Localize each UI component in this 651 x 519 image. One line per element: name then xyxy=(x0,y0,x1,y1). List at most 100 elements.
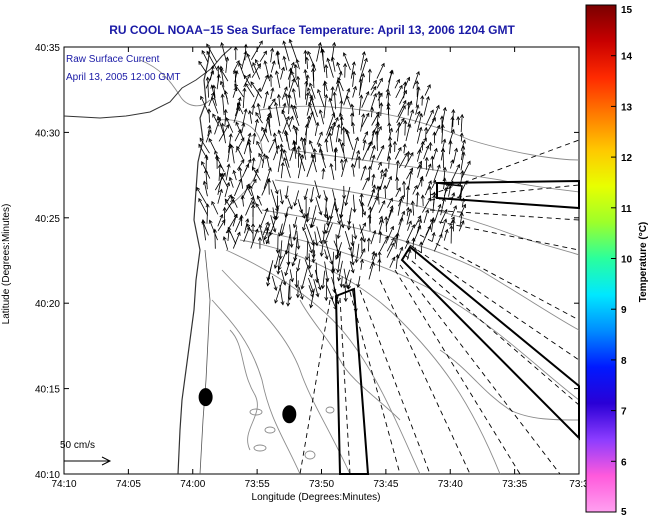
depth-contour xyxy=(259,105,580,161)
current-vector xyxy=(304,230,314,254)
colorbar-tick-label: 15 xyxy=(621,5,633,16)
current-vector xyxy=(424,84,431,96)
current-vector xyxy=(317,142,325,160)
depth-contour-blob xyxy=(253,444,267,452)
current-vector xyxy=(260,207,269,226)
current-vector xyxy=(265,226,270,245)
current-vector xyxy=(225,163,231,181)
current-vector xyxy=(430,216,436,232)
current-vector xyxy=(368,206,373,224)
colorbar-tick-label: 12 xyxy=(621,153,633,164)
current-vector xyxy=(356,275,361,289)
current-vector xyxy=(415,104,420,115)
current-vector xyxy=(217,163,222,181)
beam-line xyxy=(349,291,401,475)
current-vector xyxy=(321,167,326,180)
current-vector xyxy=(419,241,424,253)
current-vector xyxy=(207,124,212,137)
current-vector xyxy=(281,269,287,286)
current-vector xyxy=(416,112,423,133)
current-vector xyxy=(282,115,290,134)
current-vector xyxy=(305,74,310,87)
current-vector xyxy=(362,177,369,191)
current-vector xyxy=(388,205,394,218)
current-vector xyxy=(220,93,225,116)
current-vector xyxy=(251,223,256,242)
current-vector xyxy=(255,111,263,124)
current-vector xyxy=(371,250,376,261)
current-vector xyxy=(293,190,300,207)
beam-boxes xyxy=(334,179,580,475)
current-vector xyxy=(222,236,229,250)
current-vector xyxy=(460,151,466,171)
current-vector xyxy=(450,159,455,169)
current-vector xyxy=(304,56,309,69)
current-vector xyxy=(422,197,432,213)
current-vector xyxy=(339,115,344,135)
current-vector xyxy=(280,66,285,80)
current-vector xyxy=(251,166,261,181)
current-vector xyxy=(339,158,344,170)
current-vector xyxy=(343,62,348,78)
current-vector xyxy=(378,200,386,213)
current-vector xyxy=(371,173,376,186)
current-vector xyxy=(396,105,406,124)
current-vector xyxy=(410,200,415,216)
current-vector xyxy=(431,104,440,123)
current-vector xyxy=(337,260,343,282)
depth-contour xyxy=(211,299,301,475)
current-vector xyxy=(203,169,209,190)
current-vector xyxy=(252,132,257,145)
current-vector xyxy=(309,82,316,99)
current-vector xyxy=(379,172,387,190)
current-vector xyxy=(386,237,395,252)
current-vector xyxy=(411,237,416,250)
current-vector xyxy=(234,216,243,232)
depth-contour xyxy=(225,249,421,475)
current-vector xyxy=(275,51,281,69)
current-vector xyxy=(326,112,336,136)
current-vector xyxy=(460,145,466,161)
current-vector xyxy=(282,40,290,62)
current-vector xyxy=(265,230,272,245)
current-vector xyxy=(412,184,418,195)
current-vector xyxy=(298,152,306,172)
current-vector xyxy=(417,164,423,178)
current-vector xyxy=(310,96,318,118)
current-vector xyxy=(392,140,397,152)
current-vector xyxy=(248,109,253,124)
current-vector xyxy=(314,121,320,136)
depth-contour-blob xyxy=(249,408,263,416)
beam-line xyxy=(394,269,521,475)
colorbar-tick-label: 7 xyxy=(621,407,627,418)
current-vector xyxy=(362,141,372,161)
current-vector xyxy=(225,56,230,73)
current-vector xyxy=(386,175,393,189)
current-vector xyxy=(324,249,329,260)
current-vector xyxy=(288,115,294,128)
current-vector xyxy=(260,74,269,92)
x-tick-label: 73:45 xyxy=(373,479,398,490)
current-vector xyxy=(302,213,309,232)
current-vector xyxy=(232,86,238,98)
current-vector xyxy=(323,196,328,219)
current-vector xyxy=(261,126,269,143)
current-vector xyxy=(387,197,393,208)
figure-title: RU COOL NOAA−15 Sea Surface Temperature:… xyxy=(109,23,515,37)
current-vector xyxy=(379,169,384,179)
current-vector xyxy=(406,208,413,225)
current-vector xyxy=(265,154,270,169)
current-vector xyxy=(394,146,402,160)
current-vector xyxy=(386,105,391,125)
current-vector xyxy=(199,137,210,154)
colorbar-tick-label: 11 xyxy=(621,204,632,215)
current-vector xyxy=(252,87,262,107)
current-vector xyxy=(426,117,436,135)
current-vector xyxy=(256,102,262,119)
current-vector xyxy=(406,206,411,217)
current-vector xyxy=(326,57,334,78)
current-vector xyxy=(289,269,294,283)
current-vector xyxy=(317,88,325,108)
current-vector xyxy=(449,224,454,244)
current-vector xyxy=(343,286,348,303)
